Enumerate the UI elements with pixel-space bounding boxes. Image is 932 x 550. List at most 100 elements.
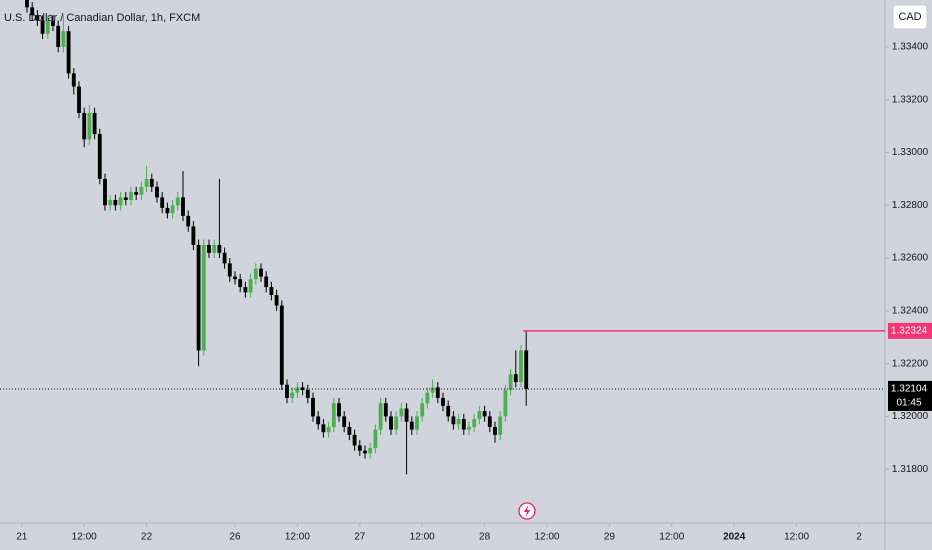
candle-body bbox=[123, 197, 128, 201]
candle-body bbox=[248, 279, 253, 293]
candle-body bbox=[498, 416, 503, 435]
candle-body bbox=[456, 419, 461, 425]
candle-body bbox=[196, 244, 201, 351]
candle-body bbox=[30, 7, 35, 16]
x-tick-label: 29 bbox=[604, 532, 616, 543]
candle-body bbox=[134, 192, 139, 195]
currency-label[interactable]: CAD bbox=[898, 11, 921, 23]
candle-body bbox=[82, 112, 87, 140]
candle-body bbox=[113, 200, 118, 206]
candle-body bbox=[342, 416, 347, 427]
candle-body bbox=[274, 295, 279, 306]
candle-body bbox=[373, 429, 378, 449]
candle-body bbox=[409, 421, 414, 430]
candle-body bbox=[368, 448, 373, 454]
candle-body bbox=[389, 416, 393, 430]
candle-body bbox=[56, 25, 61, 47]
candle-body bbox=[238, 279, 243, 288]
candle-body bbox=[326, 426, 331, 433]
y-tick-label: 1.32000 bbox=[892, 411, 929, 422]
candle-body bbox=[285, 384, 289, 398]
candle-body bbox=[217, 244, 222, 253]
candle-body bbox=[71, 73, 76, 87]
x-tick-label: 12:00 bbox=[285, 532, 310, 543]
candle-body bbox=[383, 403, 388, 417]
y-tick-label: 1.33400 bbox=[892, 42, 929, 53]
candle-body bbox=[51, 20, 55, 26]
x-tick-label: 27 bbox=[354, 532, 366, 543]
y-tick-label: 1.33000 bbox=[892, 147, 929, 158]
candle-body bbox=[461, 419, 466, 430]
x-tick-label: 2024 bbox=[723, 532, 746, 543]
candle-body bbox=[253, 268, 258, 280]
x-tick-label: 12:00 bbox=[784, 532, 809, 543]
candle-body bbox=[363, 450, 367, 454]
candle-body bbox=[175, 197, 180, 206]
candle-body bbox=[149, 178, 154, 187]
candle-body bbox=[467, 426, 471, 430]
x-tick-label: 2 bbox=[856, 532, 862, 543]
y-tick-label: 1.32800 bbox=[892, 200, 929, 211]
candle-body bbox=[139, 186, 144, 195]
candle-body bbox=[77, 86, 81, 113]
overlay: 1.32324 1.32104 01:45 bbox=[0, 322, 932, 411]
candle-body bbox=[279, 305, 284, 385]
plot-area bbox=[25, 0, 529, 475]
lightning-icon[interactable] bbox=[518, 502, 536, 520]
candle-body bbox=[477, 411, 482, 420]
x-tick-label: 28 bbox=[479, 532, 491, 543]
candle-body bbox=[357, 445, 362, 451]
candle-body bbox=[316, 416, 321, 425]
candle-body bbox=[513, 374, 518, 383]
candle-body bbox=[311, 397, 315, 417]
candle-body bbox=[441, 397, 445, 406]
candle-body bbox=[97, 134, 102, 179]
y-tick-label: 1.32200 bbox=[892, 358, 929, 369]
currency-button[interactable] bbox=[892, 4, 928, 30]
candle-body bbox=[160, 197, 165, 208]
candle-body bbox=[487, 416, 492, 427]
candle-body bbox=[508, 374, 513, 391]
candle-body bbox=[45, 20, 50, 34]
candle-body bbox=[233, 276, 237, 280]
candle-body bbox=[493, 426, 497, 435]
candle-body bbox=[331, 403, 336, 427]
candle-body bbox=[108, 200, 113, 206]
candle-body bbox=[337, 403, 341, 417]
candle-body bbox=[435, 387, 440, 398]
candle-body bbox=[103, 178, 107, 206]
candle-body bbox=[181, 197, 185, 216]
candle-body bbox=[25, 0, 29, 8]
alert-price-box bbox=[888, 322, 932, 339]
x-tick-label: 12:00 bbox=[410, 532, 435, 543]
candle-body bbox=[170, 205, 175, 214]
candle-body bbox=[482, 411, 487, 417]
candle-body bbox=[524, 350, 529, 389]
candle-body bbox=[87, 112, 92, 140]
candle-body bbox=[61, 31, 66, 47]
candle-body bbox=[92, 112, 97, 135]
candle-body bbox=[347, 426, 352, 435]
candle-body bbox=[243, 287, 248, 293]
candle-body bbox=[446, 405, 451, 417]
y-tick-label: 1.31800 bbox=[892, 464, 929, 475]
candle-body bbox=[212, 244, 217, 253]
x-tick-label: 12:00 bbox=[534, 532, 559, 543]
candle-body bbox=[430, 387, 435, 393]
candle-body bbox=[222, 252, 227, 264]
candle-body bbox=[155, 186, 159, 198]
candle-body bbox=[352, 434, 357, 446]
candle-body bbox=[129, 192, 133, 201]
symbol-title: U.S. Dollar / Canadian Dollar, 1h, FXCM bbox=[4, 12, 200, 24]
candle-body bbox=[404, 408, 409, 422]
x-tick-label: 12:00 bbox=[659, 532, 684, 543]
candle-body bbox=[300, 387, 305, 391]
candle-body bbox=[399, 408, 404, 417]
candle-body bbox=[118, 197, 123, 206]
x-tick-label: 22 bbox=[141, 532, 153, 543]
candle-body bbox=[519, 350, 523, 383]
candle-body bbox=[415, 416, 419, 430]
candle-body bbox=[295, 387, 300, 393]
